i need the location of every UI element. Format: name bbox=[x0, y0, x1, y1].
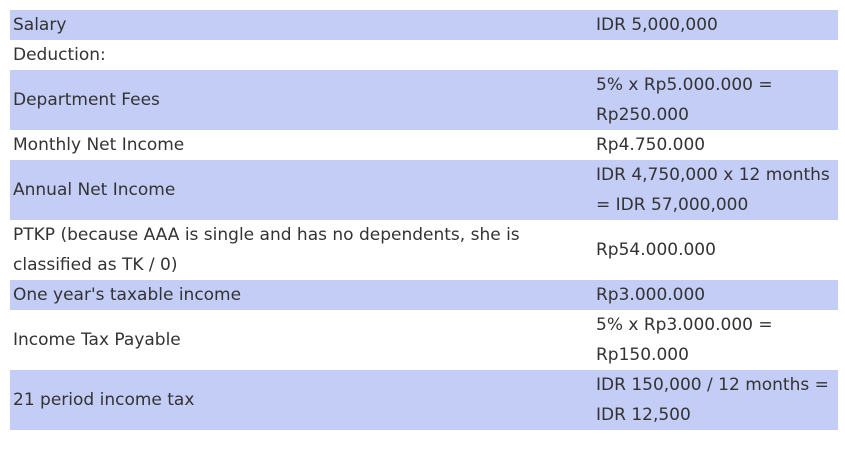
row-value: Rp4.750.000 bbox=[595, 130, 838, 160]
row-label: 21 period income tax bbox=[10, 370, 595, 430]
tax-calculation-table: Salary IDR 5,000,000 Deduction: Departme… bbox=[10, 10, 838, 430]
row-value: IDR 5,000,000 bbox=[595, 10, 838, 40]
row-value: 5% x Rp5.000.000 = Rp250.000 bbox=[595, 70, 838, 130]
row-label: Annual Net Income bbox=[10, 160, 595, 220]
row-value: IDR 4,750,000 x 12 months = IDR 57,000,0… bbox=[595, 160, 838, 220]
row-value: 5% x Rp3.000.000 = Rp150.000 bbox=[595, 310, 838, 370]
table-row-department-fees: Department Fees 5% x Rp5.000.000 = Rp250… bbox=[10, 70, 838, 130]
row-label: Income Tax Payable bbox=[10, 310, 595, 370]
row-label: One year's taxable income bbox=[10, 280, 595, 310]
row-label: Monthly Net Income bbox=[10, 130, 595, 160]
row-value: Rp3.000.000 bbox=[595, 280, 838, 310]
table-row-monthly-net-income: Monthly Net Income Rp4.750.000 bbox=[10, 130, 838, 160]
row-label: PTKP (because AAA is single and has no d… bbox=[10, 220, 595, 280]
row-value: Rp54.000.000 bbox=[595, 220, 838, 280]
row-label: Deduction: bbox=[10, 40, 595, 70]
row-label: Salary bbox=[10, 10, 595, 40]
table-row-period-income-tax: 21 period income tax IDR 150,000 / 12 mo… bbox=[10, 370, 838, 430]
row-label: Department Fees bbox=[10, 70, 595, 130]
row-value bbox=[595, 40, 838, 70]
table-row-annual-net-income: Annual Net Income IDR 4,750,000 x 12 mon… bbox=[10, 160, 838, 220]
table-row-ptkp: PTKP (because AAA is single and has no d… bbox=[10, 220, 838, 280]
table-row-deduction: Deduction: bbox=[10, 40, 838, 70]
table-row-income-tax-payable: Income Tax Payable 5% x Rp3.000.000 = Rp… bbox=[10, 310, 838, 370]
row-value: IDR 150,000 / 12 months = IDR 12,500 bbox=[595, 370, 838, 430]
table-row-taxable-income: One year's taxable income Rp3.000.000 bbox=[10, 280, 838, 310]
table-row-salary: Salary IDR 5,000,000 bbox=[10, 10, 838, 40]
